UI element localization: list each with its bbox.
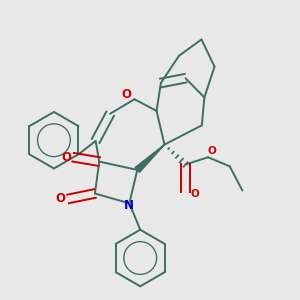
Text: O: O [56, 192, 66, 206]
Text: O: O [190, 189, 199, 199]
Text: O: O [61, 151, 71, 164]
Polygon shape [135, 145, 164, 172]
Text: O: O [122, 88, 131, 101]
Text: N: N [124, 199, 134, 212]
Text: O: O [208, 146, 217, 156]
